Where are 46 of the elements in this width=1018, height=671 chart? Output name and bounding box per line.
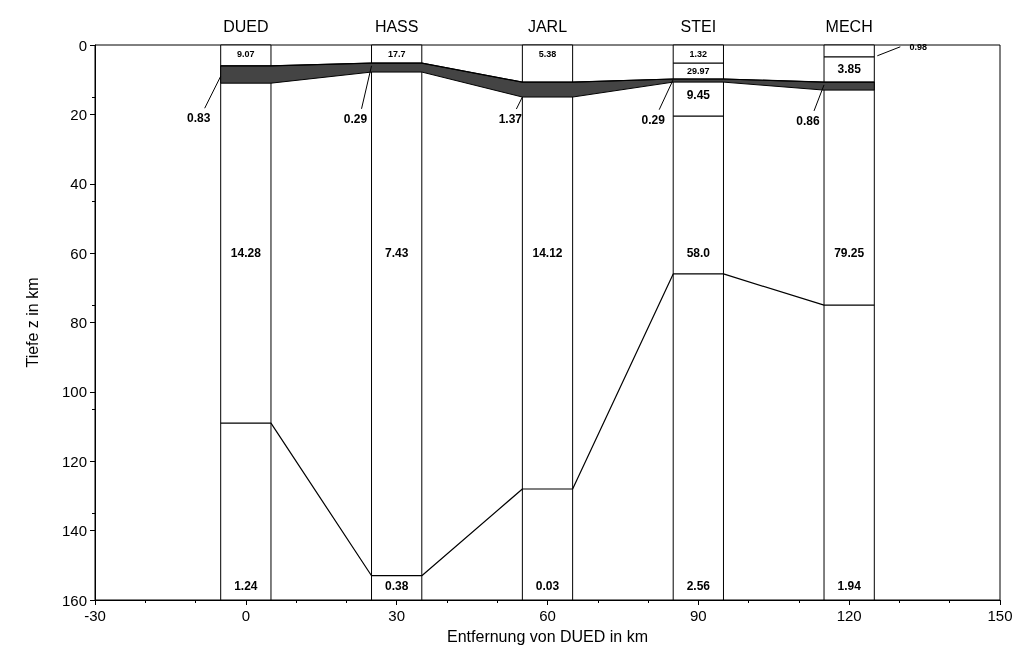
band-label: MECH (825, 18, 873, 35)
x-tick-label: 150 (987, 607, 1013, 624)
annotation: 0.83 (187, 111, 211, 126)
annotation: 14.28 (230, 246, 262, 261)
annotation: 58.0 (686, 246, 711, 261)
annotation: 1.37 (498, 112, 523, 127)
x-tick-label: 60 (539, 607, 556, 624)
annotation: 0.86 (796, 113, 821, 128)
annotation: 29.97 (687, 66, 710, 77)
annotation: 0.38 (384, 579, 409, 594)
x-tick-label: 90 (689, 607, 707, 624)
annotation: 0.03 (535, 579, 560, 594)
annotation: 17.7 (387, 49, 406, 60)
annotation: 5.38 (538, 49, 557, 60)
annotation: 2.56 (686, 579, 711, 594)
annotation: 0.98 (909, 41, 928, 52)
band-label: STEI (680, 18, 717, 35)
annotation: 14.12 (532, 246, 563, 261)
annotation: 9.07 (237, 49, 255, 60)
x-axis-title: Entfernung von DUED in km (447, 627, 648, 645)
annotation: 3.85 (837, 62, 862, 77)
annotation: 9.45 (686, 88, 711, 103)
x-tick-label: 0 (241, 607, 251, 624)
band-label: HASS (374, 18, 419, 35)
y-tick-label: 60 (70, 244, 87, 262)
x-tick-label: 120 (836, 607, 862, 624)
y-axis-title: Tiefe z in km (23, 277, 41, 368)
y-tick-label: 0 (78, 36, 87, 54)
y-tick-label: 160 (61, 591, 87, 609)
x-tick-label: -30 (84, 607, 106, 624)
band-label: DUED (223, 18, 269, 35)
band-label: JARL (527, 18, 568, 35)
y-tick-label: 100 (61, 383, 87, 401)
annotation: 7.43 (384, 246, 409, 261)
annotation: 1.32 (689, 49, 708, 60)
annotation: 1.94 (837, 579, 862, 594)
y-tick-label: 40 (70, 175, 87, 193)
y-tick-label: 120 (61, 452, 87, 470)
annotation: 0.29 (343, 111, 368, 126)
y-tick-label: 80 (70, 314, 87, 331)
annotation: 79.25 (834, 246, 865, 261)
annotation: 0.29 (641, 112, 666, 127)
x-tick-label: 30 (388, 607, 406, 624)
annotation: 1.24 (234, 579, 258, 594)
y-tick-label: 20 (70, 105, 87, 123)
y-tick-label: 140 (61, 522, 87, 540)
